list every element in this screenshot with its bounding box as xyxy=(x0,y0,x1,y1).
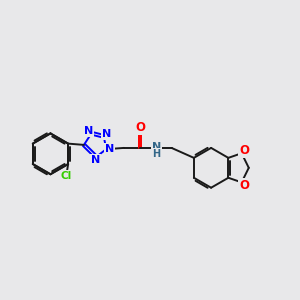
Text: Cl: Cl xyxy=(61,170,72,181)
Text: O: O xyxy=(239,179,249,192)
Text: H: H xyxy=(152,148,160,158)
Text: N: N xyxy=(102,129,111,139)
Text: N: N xyxy=(105,144,114,154)
Text: N: N xyxy=(91,155,100,165)
Text: N: N xyxy=(152,142,161,152)
Text: N: N xyxy=(84,127,93,136)
Text: O: O xyxy=(135,121,145,134)
Text: O: O xyxy=(239,144,249,157)
